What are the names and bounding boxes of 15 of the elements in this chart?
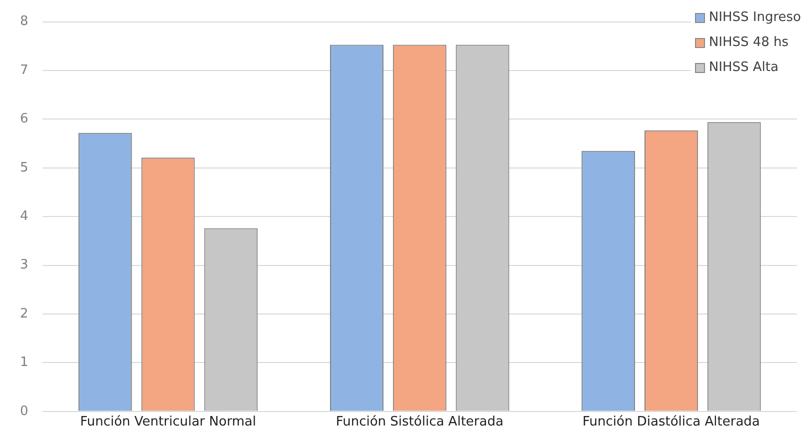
y-tick-label: 6 xyxy=(20,112,28,127)
legend-label: NIHSS 48 hs xyxy=(708,35,789,50)
x-tick-label: Función Diastólica Alterada xyxy=(582,414,760,430)
x-tick-label: Función Sistólica Alterada xyxy=(336,414,504,430)
y-tick-label: 0 xyxy=(20,404,28,419)
y-tick-label: 8 xyxy=(20,14,28,30)
y-tick-label: 1 xyxy=(20,355,28,370)
y-tick-label: 3 xyxy=(20,258,28,273)
y-tick-label: 7 xyxy=(20,62,28,78)
y-tick-label: 5 xyxy=(20,160,28,176)
y-tick-label: 4 xyxy=(20,208,28,224)
legend-label: NIHSS Ingreso xyxy=(708,10,801,25)
legend-label: NIHSS Alta xyxy=(708,60,778,75)
y-tick-label: 2 xyxy=(20,306,28,322)
x-tick-label: Función Ventricular Normal xyxy=(80,414,256,430)
